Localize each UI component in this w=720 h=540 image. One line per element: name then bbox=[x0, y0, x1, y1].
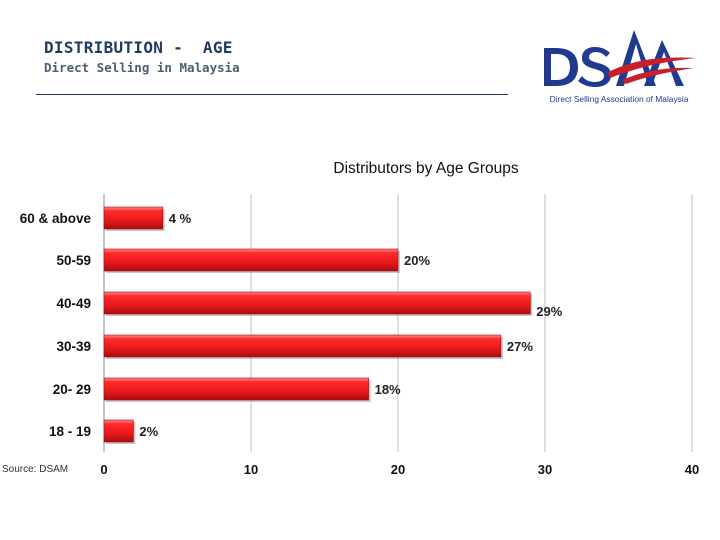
data-label: 2% bbox=[139, 424, 158, 439]
data-label: 18% bbox=[375, 382, 401, 397]
bar bbox=[103, 206, 164, 230]
bar bbox=[103, 248, 399, 272]
data-label: 20% bbox=[404, 253, 430, 268]
chart-title: Distributors by Age Groups bbox=[333, 160, 518, 177]
bar bbox=[103, 334, 502, 358]
page-title: DISTRIBUTION - AGE bbox=[44, 38, 233, 57]
bars bbox=[103, 206, 533, 444]
x-tick-label: 30 bbox=[538, 462, 552, 477]
dsam-logo-mark bbox=[544, 30, 696, 87]
category-label: 18 - 19 bbox=[49, 424, 91, 439]
category-label: 20- 29 bbox=[53, 382, 91, 397]
x-tick-label: 0 bbox=[100, 462, 107, 477]
category-label: 50-59 bbox=[56, 253, 91, 268]
bar bbox=[103, 377, 369, 401]
data-label: 29% bbox=[536, 304, 562, 319]
bar bbox=[103, 291, 531, 315]
data-labels: 4 % 20% 29% 27% 18% 2% bbox=[139, 211, 562, 439]
category-label: 40-49 bbox=[56, 296, 91, 311]
bar bbox=[103, 419, 134, 443]
header-divider bbox=[36, 94, 508, 95]
x-axis-ticks: 0 10 20 30 40 bbox=[100, 462, 699, 477]
page-subtitle: Direct Selling in Malaysia bbox=[44, 60, 240, 75]
dsam-logo: Direct Selling Association of Malaysia bbox=[538, 22, 700, 106]
x-tick-label: 10 bbox=[244, 462, 258, 477]
data-label: 27% bbox=[507, 339, 533, 354]
logo-caption: Direct Selling Association of Malaysia bbox=[549, 94, 689, 104]
x-tick-label: 40 bbox=[685, 462, 699, 477]
category-label: 60 & above bbox=[20, 211, 92, 226]
category-labels: 60 & above 50-59 40-49 30-39 20- 29 18 - 19 bbox=[20, 211, 92, 439]
x-tick-label: 20 bbox=[391, 462, 405, 477]
data-label: 4 % bbox=[169, 211, 192, 226]
source-note: Source: DSAM bbox=[2, 464, 69, 475]
category-label: 30-39 bbox=[56, 339, 91, 354]
gridlines bbox=[103, 194, 693, 452]
